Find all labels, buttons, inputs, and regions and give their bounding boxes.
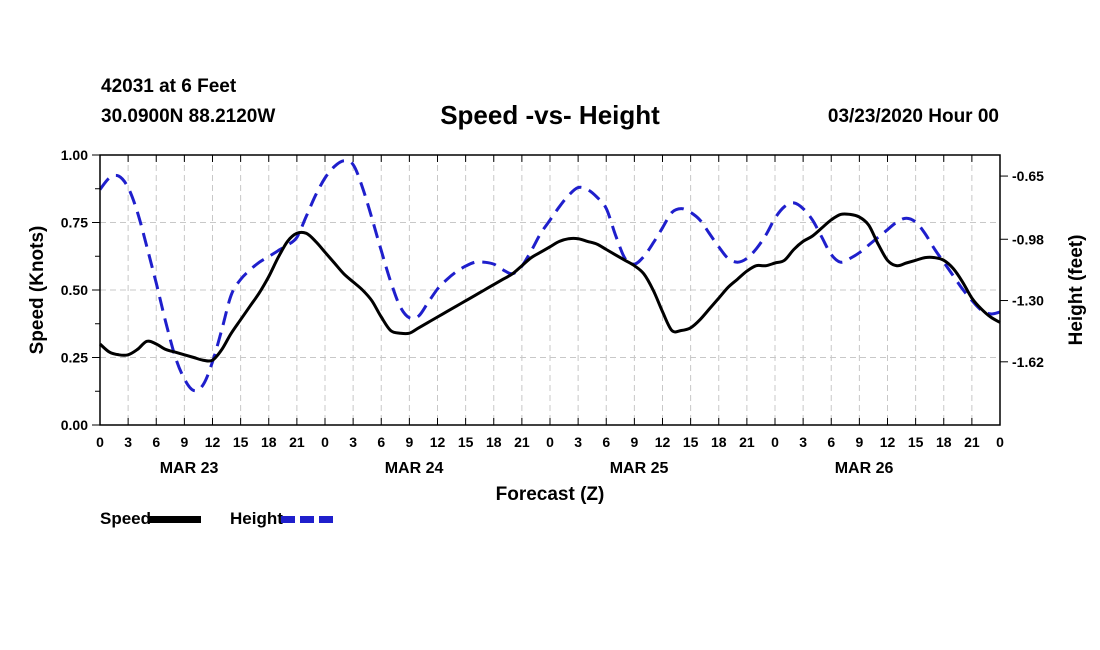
- x-tick-label: 15: [233, 434, 249, 450]
- x-tick-label: 3: [124, 434, 132, 450]
- x-tick-label: 18: [936, 434, 952, 450]
- x-tick-label: 9: [405, 434, 413, 450]
- x-tick-label: 6: [602, 434, 610, 450]
- x-tick-label: 15: [908, 434, 924, 450]
- y2-tick-label: -1.30: [1012, 293, 1044, 309]
- series-layer: [98, 159, 1001, 393]
- y2-tick-label: -0.65: [1012, 168, 1044, 184]
- y2-tick-label: -1.62: [1012, 354, 1044, 370]
- axis-ticks: [92, 154, 1008, 426]
- x-tick-label: 6: [377, 434, 385, 450]
- x-tick-label: 9: [855, 434, 863, 450]
- chart-title: Speed -vs- Height: [440, 100, 660, 130]
- day-label: MAR 25: [610, 460, 669, 477]
- day-label: MAR 23: [160, 460, 219, 477]
- series-height-line: [98, 159, 1001, 393]
- legend-height-label: Height: [230, 509, 283, 528]
- x-tick-label: 6: [152, 434, 160, 450]
- x-tick-label: 18: [261, 434, 277, 450]
- x-tick-label: 0: [771, 434, 779, 450]
- forecast-datetime: 03/23/2020 Hour 00: [827, 106, 999, 127]
- y-tick-label: 0.25: [61, 350, 88, 366]
- x-tick-label: 21: [514, 434, 530, 450]
- y-tick-label: 0.50: [61, 282, 88, 298]
- station-coordinates: 30.0900N 88.2120W: [101, 106, 276, 127]
- x-tick-label: 9: [180, 434, 188, 450]
- y2-axis-title: Height (feet): [1066, 235, 1087, 346]
- station-label: 42031 at 6 Feet: [101, 76, 237, 97]
- x-tick-label: 21: [964, 434, 980, 450]
- y-axis-title: Speed (Knots): [27, 226, 48, 355]
- legend-speed-swatch: [149, 516, 202, 524]
- y-tick-label: 1.00: [61, 147, 88, 163]
- x-tick-label: 0: [546, 434, 554, 450]
- legend-height: Height: [230, 509, 333, 529]
- x-tick-label: 12: [655, 434, 671, 450]
- x-tick-label: 0: [321, 434, 329, 450]
- x-tick-label: 12: [880, 434, 896, 450]
- x-tick-label: 12: [205, 434, 221, 450]
- x-tick-label: 0: [996, 434, 1004, 450]
- axis-labels: 0 3 6 9 12 15 18 21 0 3 6 9 12 15 18 21 0 3 6 9 12 15 18 21 0 3 6 9…: [27, 147, 1087, 505]
- legend-height-swatch: [280, 516, 333, 524]
- x-tick-label: 0: [96, 434, 104, 450]
- series-speed-line: [98, 212, 1001, 363]
- x-tick-label: 15: [683, 434, 699, 450]
- x-tick-label: 3: [574, 434, 582, 450]
- x-tick-label: 12: [430, 434, 446, 450]
- x-tick-label: 21: [739, 434, 755, 450]
- x-tick-label: 15: [458, 434, 474, 450]
- legend-speed: Speed: [100, 509, 202, 529]
- x-tick-label: 9: [630, 434, 638, 450]
- day-label: MAR 26: [835, 460, 894, 477]
- grid-lines: [100, 155, 1000, 425]
- x-axis-title: Forecast (Z): [496, 484, 605, 505]
- y-tick-label: 0.00: [61, 417, 88, 433]
- x-tick-label: 3: [349, 434, 357, 450]
- day-label: MAR 24: [385, 460, 444, 477]
- y2-tick-label: -0.98: [1012, 231, 1044, 247]
- x-tick-label: 18: [486, 434, 502, 450]
- y-tick-label: 0.75: [61, 215, 88, 231]
- x-tick-label: 6: [827, 434, 835, 450]
- x-tick-label: 18: [711, 434, 727, 450]
- x-tick-label: 3: [799, 434, 807, 450]
- x-tick-label: 21: [289, 434, 305, 450]
- legend-speed-label: Speed: [100, 509, 152, 528]
